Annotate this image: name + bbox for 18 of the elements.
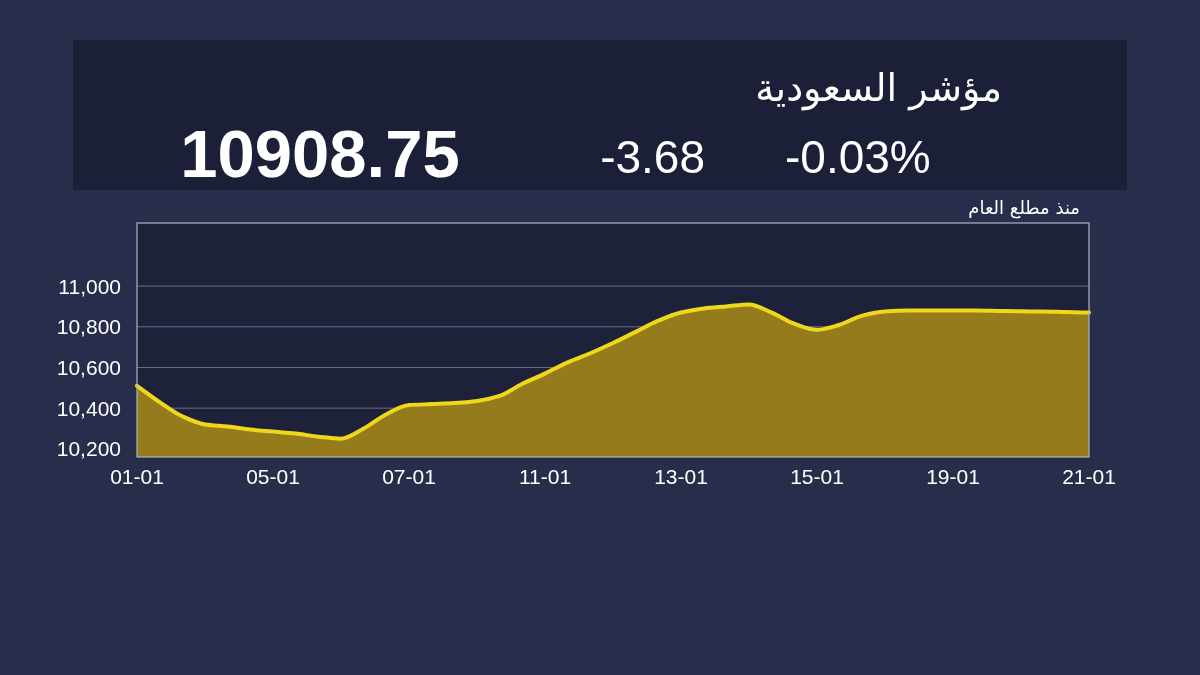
y-tick-label: 11,000: [58, 274, 121, 298]
x-tick-label: 07-01: [382, 464, 436, 488]
text: -0.03%: [785, 131, 931, 183]
x-tick-label: 21-01: [1062, 464, 1116, 488]
y-tick-label: 10,600: [56, 355, 121, 379]
text: -3.68: [600, 131, 705, 183]
text: 10908.75: [180, 115, 460, 191]
x-tick-label: 15-01: [790, 464, 844, 488]
chart-subtitle: منذ مطلع العام: [968, 196, 1080, 219]
x-tick-label: 11-01: [518, 464, 572, 488]
chart-title: مؤشر السعودية: [755, 66, 1002, 111]
x-tick-label: 01-01: [110, 464, 164, 488]
x-tick-label: 13-01: [654, 464, 708, 488]
x-tick-label: 19-01: [926, 464, 980, 488]
y-tick-label: 10,200: [56, 437, 121, 461]
y-tick-label: 10,800: [56, 315, 121, 339]
x-tick-label: 05-01: [246, 464, 300, 488]
y-tick-label: 10,400: [56, 396, 121, 420]
